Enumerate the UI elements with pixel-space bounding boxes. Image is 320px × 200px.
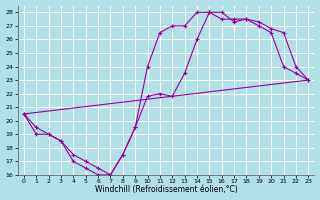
X-axis label: Windchill (Refroidissement éolien,°C): Windchill (Refroidissement éolien,°C) [95, 185, 237, 194]
